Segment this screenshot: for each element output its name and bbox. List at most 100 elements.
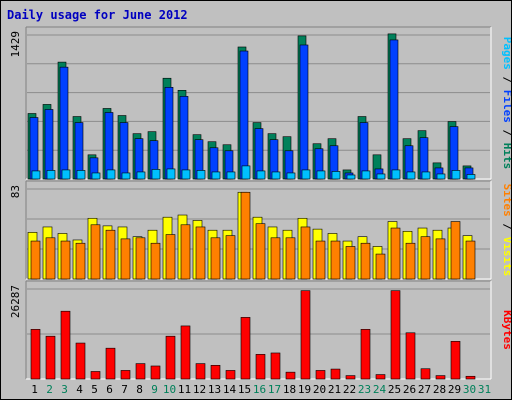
y-max-label: 26287	[9, 285, 22, 318]
kbytes-bar	[150, 365, 161, 380]
sites-bar	[120, 238, 131, 280]
x-tick-label: 26	[403, 383, 416, 396]
sites-bar	[345, 246, 356, 280]
middle-panel: 83	[9, 180, 492, 280]
pages-bar	[46, 170, 56, 180]
pages-bar	[391, 169, 401, 180]
pages-bar	[181, 169, 191, 180]
x-tick-label: 22	[343, 383, 356, 396]
kbytes-bar	[330, 368, 341, 380]
kbytes-bar	[210, 365, 221, 380]
x-tick-label: 12	[193, 383, 206, 396]
files-bar	[29, 117, 39, 180]
x-tick-label: 5	[91, 383, 98, 396]
sites-bar	[255, 223, 266, 280]
legend-visits: Visits	[501, 237, 511, 277]
pages-bar	[76, 170, 86, 180]
kbytes-bar	[300, 290, 311, 380]
kbytes-bar	[345, 375, 356, 380]
pages-bar	[91, 172, 101, 180]
sites-bar	[150, 242, 161, 280]
x-tick-label: 30	[463, 383, 476, 396]
pages-bar	[421, 171, 431, 180]
sites-bar	[165, 234, 176, 280]
pages-bar	[151, 169, 161, 180]
x-tick-label: 29	[448, 383, 461, 396]
sites-bar	[450, 221, 461, 280]
legend-sep: /	[501, 217, 511, 237]
kbytes-bar	[465, 375, 476, 380]
x-tick-label: 9	[151, 383, 158, 396]
x-tick-label: 27	[418, 383, 431, 396]
x-tick-label: 3	[61, 383, 68, 396]
files-bar	[359, 122, 369, 180]
pages-bar	[406, 171, 416, 180]
pages-bar	[166, 168, 176, 180]
legend-text: KBytes	[501, 310, 511, 350]
sites-bar	[210, 237, 221, 280]
kbytes-bar	[420, 368, 431, 380]
pages-bar	[316, 170, 326, 180]
x-tick-label: 6	[106, 383, 113, 396]
kbytes-bar	[165, 335, 176, 380]
sites-bar	[30, 240, 41, 280]
x-tick-label: 13	[208, 383, 221, 396]
pages-bar	[31, 170, 41, 180]
x-tick-label: 28	[433, 383, 446, 396]
pages-bar	[256, 170, 266, 180]
pages-bar	[106, 169, 116, 180]
kbytes-bar	[75, 342, 86, 380]
kbytes-bar	[285, 371, 296, 380]
sites-bar	[315, 240, 326, 280]
x-tick-label: 11	[178, 383, 191, 396]
legend-pages: Pages	[501, 37, 511, 70]
pages-bar	[376, 173, 386, 180]
x-tick-label: 14	[223, 383, 237, 396]
kbytes-bar	[360, 329, 371, 380]
pages-bar	[211, 171, 221, 180]
legend-kbytes: KBytes	[501, 310, 511, 350]
sites-bar	[405, 242, 416, 280]
pages-bar	[331, 171, 341, 180]
pages-bar	[196, 170, 206, 180]
files-bar	[299, 44, 309, 180]
kbytes-bar	[30, 329, 41, 380]
legend-sep: /	[501, 70, 511, 90]
x-tick-label: 16	[253, 383, 266, 396]
top-panel: 1429	[9, 26, 492, 180]
pages-bar	[61, 169, 71, 180]
sites-bar	[195, 226, 206, 280]
x-tick-label: 15	[238, 383, 251, 396]
x-tick-label: 24	[373, 383, 387, 396]
x-tick-label: 23	[358, 383, 371, 396]
kbytes-bar	[315, 370, 326, 380]
sites-bar	[330, 240, 341, 280]
y-max-label: 1429	[9, 31, 22, 58]
y-max-label: 83	[9, 185, 22, 198]
kbytes-bar	[60, 310, 71, 380]
pages-bar	[226, 171, 236, 180]
legend-sep: /	[501, 123, 511, 143]
sites-bar	[105, 229, 116, 280]
sites-bar	[90, 224, 101, 280]
sites-bar	[135, 237, 146, 280]
page-title: Daily usage for June 2012	[7, 8, 188, 22]
sites-bar	[300, 226, 311, 280]
kbytes-bar	[105, 347, 116, 380]
sites-bar	[420, 236, 431, 280]
pages-bar	[466, 174, 476, 180]
x-tick-label: 7	[121, 383, 128, 396]
kbytes-bar	[375, 374, 386, 380]
sites-bar	[285, 237, 296, 280]
bottom-panel: 26287	[9, 280, 492, 380]
files-bar	[59, 66, 69, 180]
pages-bar	[361, 170, 371, 180]
pages-bar	[436, 173, 446, 180]
pages-bar	[346, 174, 356, 180]
sites-bar	[45, 237, 56, 280]
kbytes-bar	[270, 352, 281, 380]
x-tick-label: 2	[46, 383, 53, 396]
legend-sites: Sites	[501, 184, 511, 217]
kbytes-bar	[435, 375, 446, 380]
sites-bar	[270, 237, 281, 280]
